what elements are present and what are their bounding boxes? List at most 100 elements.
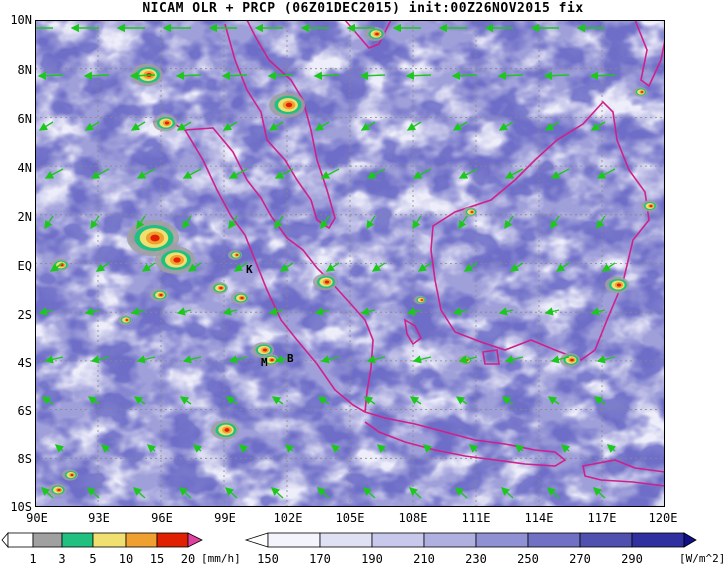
precip-cell-extreme [125,319,129,321]
wind-vector [83,71,110,80]
coast-malay [224,20,336,230]
olr-tick-label: 170 [309,552,331,566]
wind-vector [320,215,330,230]
wind-vector [412,215,422,230]
precip-cell-extreme [470,211,474,213]
olr-tick-label: 290 [621,552,643,566]
wind-vector [132,487,146,499]
wind-vector [228,168,248,179]
prcp-tick-label: 5 [89,552,97,566]
precip-cell-extreme [240,296,244,300]
precip-cell-extreme [173,257,181,263]
wind-vector [267,71,294,80]
coast-sumatra-west [152,118,366,413]
wind-vector [409,396,422,405]
wind-vector [182,355,202,364]
wind-vector [320,168,340,179]
wind-vector [238,444,249,453]
map-panel [35,20,665,507]
wind-vector [406,121,422,131]
wind-vector [451,71,478,80]
wind-vector [221,71,248,80]
wind-vector [320,355,340,364]
x-tick-label: 96E [151,511,173,525]
y-tick-label: 6S [17,404,32,418]
wind-vector [509,262,524,272]
olr-colorbar-end-cap [683,532,697,548]
prcp-unit: [mm/h] [201,552,241,565]
x-tick-label: 90E [26,511,48,525]
olr-color-swatch [423,532,477,548]
station-label-m: M [261,356,268,369]
wind-vector [130,121,146,131]
prcp-tick-label: 10 [118,552,134,566]
precip-cell-extreme [285,102,293,108]
y-tick-label: 8S [17,452,32,466]
olr-color-swatch [527,532,581,548]
y-tick-label: 10N [10,13,32,27]
wind-vector [366,355,386,364]
prcp-tick-label: 15 [149,552,165,566]
wind-vector [130,307,146,316]
coast-belitung [482,349,500,365]
coast-bangka [403,318,423,346]
y-tick-label: 8N [17,63,32,77]
precip-cell-extreme [375,32,379,36]
wind-vector [406,307,422,316]
wind-vector [362,487,376,499]
wind-vector [176,121,192,131]
olr-unit: [W/m^2] [679,552,726,565]
wind-vector [376,444,387,453]
coast-sumatra-east [184,127,374,413]
wind-vector [560,444,571,453]
wind-vector [54,444,65,453]
x-tick-label: 108E [398,511,428,525]
wind-vector [325,262,340,272]
x-tick-label: 117E [587,511,617,525]
prcp-color-swatch [61,532,94,548]
wind-vector [178,487,192,499]
x-tick-label: 93E [88,511,110,525]
precip-cells [48,27,657,497]
olr-colorbar [244,532,697,548]
olr-tick-label: 230 [465,552,487,566]
x-tick-label: 111E [461,511,491,525]
olr-colorbar-start-cap [244,532,269,548]
coast-north-island [344,20,392,49]
x-tick-label: 120E [648,511,678,525]
wind-vector [412,168,432,179]
precip-cell-extreme [640,91,644,93]
wind-vector [366,168,386,179]
wind-vector [268,307,284,316]
wind-vector [366,215,376,230]
precip-cell-extreme [57,488,61,492]
olr-color-swatch [267,532,321,548]
olr-tick-label: 190 [361,552,383,566]
precip-cell-extreme [649,204,653,208]
wind-vector [182,168,202,179]
wind-vector [90,215,100,230]
precip-cell-extreme [219,286,223,290]
wind-vector [330,444,341,453]
y-tick-label: 2N [17,210,32,224]
y-tick-label: 4N [17,161,32,175]
wind-vector [90,168,110,179]
y-tick-label: 6N [17,112,32,126]
wind-vector [371,262,386,272]
x-tick-label: 114E [524,511,554,525]
wind-vector [458,168,478,179]
precip-cell-extreme [235,254,239,256]
wind-vector [136,355,156,364]
olr-tick-label: 150 [257,552,279,566]
wind-vector [501,396,514,405]
wind-vector [90,355,110,364]
wind-vector [100,444,111,453]
precip-cell-extreme [570,358,574,362]
wind-vector [498,307,514,316]
wind-vector [544,121,560,131]
olr-field [35,20,665,507]
wind-vector [314,121,330,131]
wind-vector [589,71,616,80]
wind-vector [544,307,560,316]
wind-vector [175,71,202,80]
